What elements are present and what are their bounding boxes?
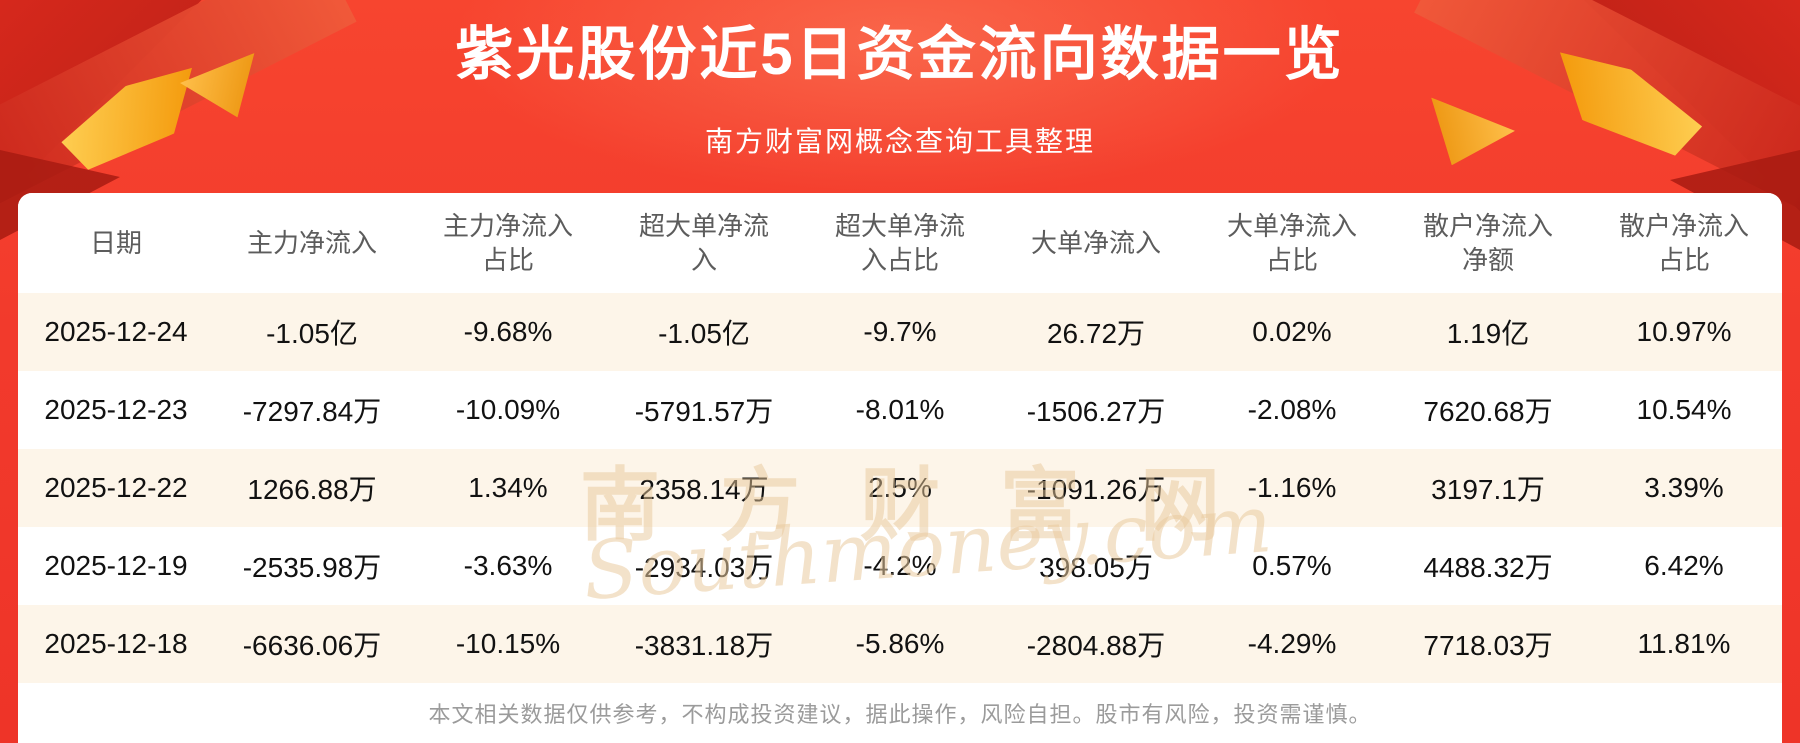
value-cell: -1091.26万 [1026, 474, 1166, 505]
value-cell: -9.7% [863, 316, 937, 347]
table-body: 2025-12-24 -1.05亿 -9.68% -1.05亿 -9.7% 26.72万 0… [18, 293, 1782, 683]
table-header-label: 散户净流入占比 [1618, 211, 1749, 275]
date-cell: 2025-12-23 [44, 394, 188, 425]
value-cell: 2358.14万 [639, 474, 769, 505]
value-cell: -2804.88万 [1026, 630, 1166, 661]
value-cell: 1.19亿 [1446, 318, 1530, 349]
table-header-label: 大单净流入占比 [1226, 211, 1357, 275]
table-header-cell: 超大单净流入占比 [802, 193, 998, 293]
date-cell: 2025-12-18 [44, 628, 188, 659]
value-cell: 0.57% [1252, 550, 1332, 581]
value-cell: -5.86% [855, 628, 945, 659]
table-row: 2025-12-23 -7297.84万 -10.09% -5791.57万 -8.01… [18, 371, 1782, 449]
table-header-label: 主力净流入占比 [442, 211, 573, 275]
table-header: 日期 主力净流入 主力净流入占比 超大单净流入 超大单净流入占比 大单净流入 大单净流入占比… [18, 193, 1782, 293]
table-header-label: 散户净流入净额 [1422, 211, 1553, 275]
value-cell: -5791.57万 [634, 396, 774, 427]
banner-glow [450, 0, 1350, 200]
table-header-cell: 大单净流入占比 [1194, 193, 1390, 293]
table-header-label: 超大单净流入 [638, 211, 769, 275]
table-header-label: 超大单净流入占比 [834, 211, 965, 275]
table-header-cell: 超大单净流入 [606, 193, 802, 293]
date-cell: 2025-12-22 [44, 472, 188, 503]
value-cell: 3197.1万 [1431, 474, 1545, 505]
value-cell: -1.05亿 [266, 318, 358, 349]
value-cell: 7620.68万 [1423, 396, 1553, 427]
table-header-label: 主力净流入 [246, 228, 377, 258]
value-cell: 10.97% [1636, 316, 1732, 347]
value-cell: -7297.84万 [242, 396, 382, 427]
value-cell: -2535.98万 [242, 552, 382, 583]
value-cell: 3.39% [1644, 472, 1724, 503]
value-cell: -2934.03万 [634, 552, 774, 583]
table-row: 2025-12-24 -1.05亿 -9.68% -1.05亿 -9.7% 26.72万 0… [18, 293, 1782, 371]
fund-flow-card: 日期 主力净流入 主力净流入占比 超大单净流入 超大单净流入占比 大单净流入 大单净流入占比… [18, 193, 1782, 743]
value-cell: 2.5% [868, 472, 932, 503]
table-row: 2025-12-19 -2535.98万 -3.63% -2934.03万 -4.2% 3… [18, 527, 1782, 605]
value-cell: 0.02% [1252, 316, 1332, 347]
table-row: 2025-12-18 -6636.06万 -10.15% -3831.18万 -5.86… [18, 605, 1782, 683]
date-cell: 2025-12-24 [44, 316, 188, 347]
value-cell: 6.42% [1644, 550, 1724, 581]
value-cell: 398.05万 [1039, 552, 1153, 583]
page-subtitle: 南方财富网概念查询工具整理 [704, 126, 1095, 157]
table-header-cell: 散户净流入净额 [1390, 193, 1586, 293]
value-cell: 1266.88万 [247, 474, 377, 505]
fund-flow-table: 日期 主力净流入 主力净流入占比 超大单净流入 超大单净流入占比 大单净流入 大单净流入占比… [18, 193, 1782, 683]
value-cell: 10.54% [1636, 394, 1732, 425]
table-row: 2025-12-22 1266.88万 1.34% 2358.14万 2.5% -1091… [18, 449, 1782, 527]
table-header-label: 日期 [89, 228, 142, 258]
table-header-row: 日期 主力净流入 主力净流入占比 超大单净流入 超大单净流入占比 大单净流入 大单净流入占比… [18, 193, 1782, 293]
value-cell: -4.29% [1247, 628, 1337, 659]
table-header-label: 大单净流入 [1030, 228, 1161, 258]
table-header-cell: 主力净流入占比 [410, 193, 606, 293]
page-title: 紫光股份近5日资金流向数据一览 [455, 22, 1345, 87]
table-header-cell: 大单净流入 [998, 193, 1194, 293]
value-cell: -1506.27万 [1026, 396, 1166, 427]
value-cell: -3831.18万 [634, 630, 774, 661]
value-cell: -10.15% [455, 628, 561, 659]
value-cell: -2.08% [1247, 394, 1337, 425]
disclaimer-text: 本文相关数据仅供参考，不构成投资建议，据此操作，风险自担。股市有风险，投资需谨慎… [428, 702, 1372, 727]
value-cell: -10.09% [455, 394, 561, 425]
value-cell: -1.16% [1247, 472, 1337, 503]
value-cell: -8.01% [855, 394, 945, 425]
value-cell: -1.05亿 [658, 318, 750, 349]
table-header-cell: 主力净流入 [214, 193, 410, 293]
table-header-cell: 日期 [18, 193, 214, 293]
table-header-cell: 散户净流入占比 [1586, 193, 1782, 293]
value-cell: -3.63% [463, 550, 553, 581]
value-cell: 11.81% [1637, 628, 1731, 659]
value-cell: 7718.03万 [1423, 630, 1553, 661]
date-cell: 2025-12-19 [44, 550, 188, 581]
value-cell: 26.72万 [1046, 318, 1146, 349]
value-cell: -9.68% [463, 316, 553, 347]
value-cell: 1.34% [468, 472, 548, 503]
value-cell: -4.2% [863, 550, 937, 581]
value-cell: -6636.06万 [242, 630, 382, 661]
value-cell: 4488.32万 [1423, 552, 1553, 583]
